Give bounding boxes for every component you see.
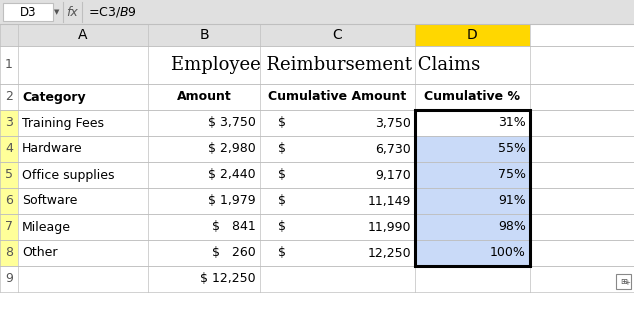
Bar	[18, 214, 148, 240]
Bar	[415, 136, 530, 162]
Bar	[415, 214, 530, 240]
Bar	[18, 188, 148, 214]
Text: Category: Category	[22, 90, 86, 104]
Bar	[148, 240, 260, 266]
Text: 98%: 98%	[498, 221, 526, 233]
Bar	[18, 136, 148, 162]
Bar	[0, 136, 18, 162]
Text: $: $	[278, 194, 286, 207]
Text: $ 2,440: $ 2,440	[209, 168, 256, 182]
Text: 9: 9	[5, 272, 13, 285]
Text: B: B	[199, 28, 209, 42]
Bar	[616, 274, 631, 289]
Bar	[18, 24, 148, 46]
Text: 4: 4	[5, 143, 13, 155]
Text: Amount: Amount	[177, 90, 231, 104]
Bar	[148, 136, 260, 162]
Text: A: A	[78, 28, 87, 42]
Text: =C3/$B$9: =C3/$B$9	[88, 5, 137, 19]
Text: $ 12,250: $ 12,250	[200, 272, 256, 285]
Bar	[0, 214, 18, 240]
Text: 55%: 55%	[498, 143, 526, 155]
Bar	[260, 188, 415, 214]
Text: ⊞: ⊞	[620, 277, 627, 286]
Text: Training Fees: Training Fees	[22, 116, 104, 129]
Bar	[148, 110, 260, 136]
Text: Cumulative %: Cumulative %	[425, 90, 521, 104]
Bar	[18, 162, 148, 188]
Text: ▼: ▼	[55, 9, 60, 15]
Bar	[260, 110, 415, 136]
Bar	[415, 240, 530, 266]
Text: $   841: $ 841	[212, 221, 256, 233]
Text: $ 2,980: $ 2,980	[208, 143, 256, 155]
Text: 11,990: 11,990	[368, 221, 411, 233]
Bar	[0, 46, 634, 84]
Text: 12,250: 12,250	[367, 246, 411, 260]
Bar	[0, 162, 18, 188]
Text: $: $	[278, 143, 286, 155]
Text: 75%: 75%	[498, 168, 526, 182]
Text: 6,730: 6,730	[375, 143, 411, 155]
Text: $ 1,979: $ 1,979	[209, 194, 256, 207]
Text: 5: 5	[5, 168, 13, 182]
Bar	[0, 0, 634, 24]
Text: $: $	[278, 246, 286, 260]
Bar	[148, 188, 260, 214]
Text: D: D	[467, 28, 478, 42]
Bar	[0, 84, 634, 110]
Text: Hardware: Hardware	[22, 143, 82, 155]
Text: $: $	[278, 116, 286, 129]
Text: 11,149: 11,149	[368, 194, 411, 207]
Bar	[415, 162, 530, 188]
Bar	[415, 24, 530, 46]
Text: 8: 8	[5, 246, 13, 260]
Bar	[0, 266, 634, 292]
Bar	[148, 24, 260, 46]
Text: 2: 2	[5, 90, 13, 104]
Bar	[0, 110, 18, 136]
Text: $ 3,750: $ 3,750	[208, 116, 256, 129]
Text: fx: fx	[66, 6, 78, 18]
Bar	[415, 110, 530, 136]
Bar	[260, 24, 415, 46]
Bar	[18, 240, 148, 266]
Text: 3: 3	[5, 116, 13, 129]
Bar	[18, 110, 148, 136]
Text: D3: D3	[20, 6, 36, 18]
Bar	[260, 136, 415, 162]
Text: 9,170: 9,170	[375, 168, 411, 182]
Bar	[260, 214, 415, 240]
Text: Software: Software	[22, 194, 77, 207]
Text: 1: 1	[5, 59, 13, 71]
Text: C: C	[333, 28, 342, 42]
Text: 100%: 100%	[490, 246, 526, 260]
Text: Office supplies: Office supplies	[22, 168, 115, 182]
Bar	[260, 240, 415, 266]
Text: +: +	[624, 280, 630, 286]
Bar	[0, 188, 18, 214]
Text: 7: 7	[5, 221, 13, 233]
Text: Cumulative Amount: Cumulative Amount	[268, 90, 406, 104]
Bar	[148, 162, 260, 188]
Bar	[415, 188, 530, 214]
Text: Other: Other	[22, 246, 58, 260]
Text: 91%: 91%	[498, 194, 526, 207]
Bar	[260, 162, 415, 188]
Text: Mileage: Mileage	[22, 221, 71, 233]
Bar	[3, 3, 53, 21]
Bar	[148, 214, 260, 240]
Text: 31%: 31%	[498, 116, 526, 129]
Text: $: $	[278, 168, 286, 182]
Text: Employee Reimbursement Claims: Employee Reimbursement Claims	[171, 56, 481, 74]
Text: 6: 6	[5, 194, 13, 207]
Bar	[415, 110, 530, 266]
Bar	[0, 240, 18, 266]
Bar	[0, 24, 18, 46]
Text: $: $	[278, 221, 286, 233]
Text: 3,750: 3,750	[375, 116, 411, 129]
Text: $   260: $ 260	[212, 246, 256, 260]
